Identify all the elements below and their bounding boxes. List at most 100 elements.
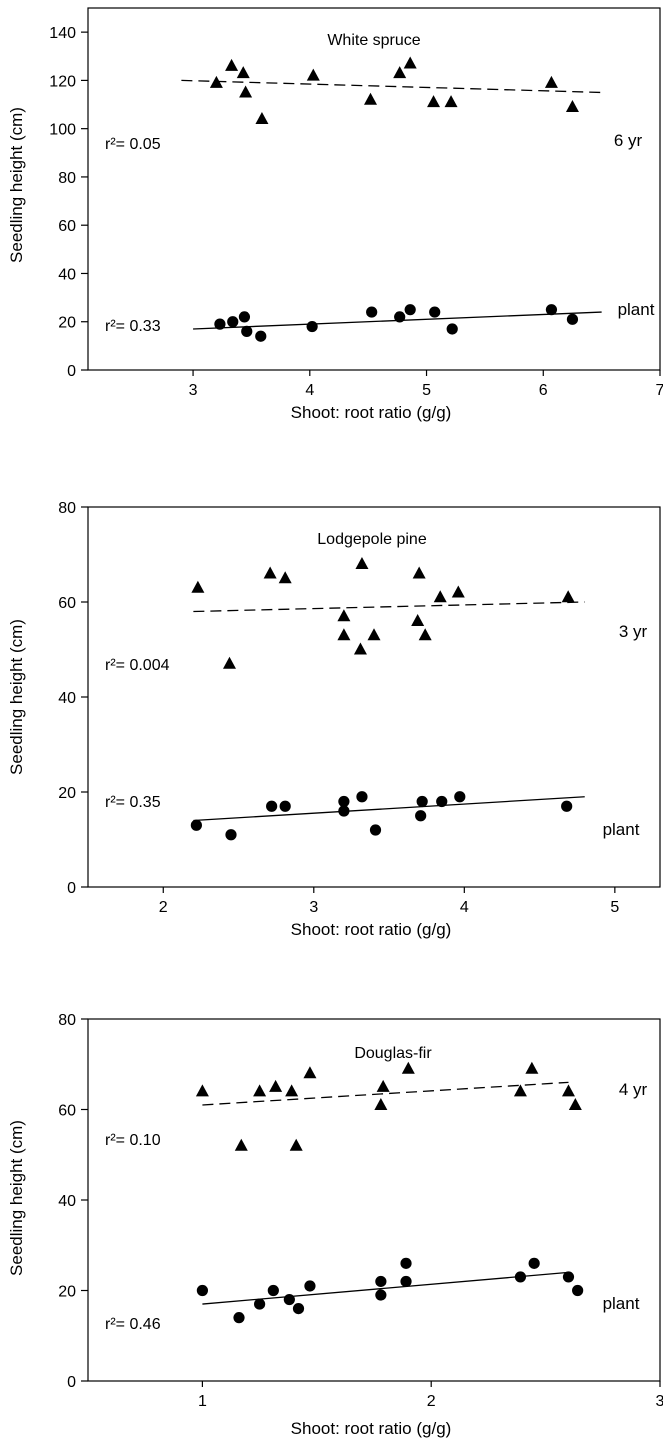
y-tick-label: 20 bbox=[58, 785, 76, 802]
triangle-point bbox=[306, 68, 320, 81]
circle-point bbox=[400, 1257, 412, 1269]
triangle-point bbox=[355, 557, 369, 569]
trend-line-dashed bbox=[193, 601, 585, 613]
y-tick-label: 20 bbox=[58, 315, 76, 332]
series-label-lower: plant bbox=[618, 300, 655, 319]
triangle-point bbox=[565, 99, 579, 112]
triangle-point bbox=[568, 1097, 582, 1110]
y-tick-label: 0 bbox=[67, 880, 76, 897]
circle-point bbox=[545, 304, 558, 316]
triangle-point bbox=[525, 1061, 539, 1074]
circle-point bbox=[306, 320, 318, 333]
circle-point bbox=[375, 1275, 387, 1288]
x-tick-label: 3 bbox=[189, 382, 198, 399]
r-squared-lower: r²= 0.46 bbox=[105, 1316, 161, 1333]
x-tick-label: 2 bbox=[159, 899, 168, 916]
circle-point bbox=[283, 1293, 295, 1306]
triangle-point bbox=[195, 1084, 209, 1097]
plot-frame bbox=[87, 7, 661, 371]
circle-point bbox=[304, 1280, 316, 1292]
r-squared-lower: r²= 0.35 bbox=[105, 794, 161, 811]
y-tick-label: 40 bbox=[58, 1193, 76, 1210]
circle-point bbox=[572, 1284, 584, 1297]
triangle-point bbox=[412, 566, 426, 579]
y-tick-label: 40 bbox=[58, 266, 76, 283]
triangle-point bbox=[393, 66, 407, 79]
circle-point bbox=[429, 306, 441, 318]
triangle-point bbox=[403, 56, 417, 69]
triangle-point bbox=[374, 1097, 388, 1110]
triangle-point bbox=[289, 1138, 303, 1151]
triangle-point bbox=[363, 92, 377, 105]
triangle-point bbox=[239, 85, 253, 98]
triangle-point bbox=[561, 1084, 575, 1097]
triangle-point bbox=[225, 58, 239, 71]
triangle-point bbox=[367, 628, 381, 641]
y-axis-label: Seedling height (cm) bbox=[7, 107, 26, 263]
circle-point bbox=[196, 1284, 208, 1297]
trend-line-solid bbox=[193, 796, 585, 822]
triangle-point bbox=[433, 590, 447, 603]
chart-title: Douglas-fir bbox=[354, 1045, 432, 1062]
x-tick-label: 1 bbox=[198, 1393, 207, 1410]
series-label-lower: plant bbox=[603, 820, 640, 839]
circle-point bbox=[566, 313, 579, 325]
circle-point bbox=[446, 323, 458, 335]
y-tick-label: 100 bbox=[49, 122, 76, 139]
triangle-point bbox=[269, 1079, 283, 1092]
circle-point bbox=[238, 311, 251, 323]
y-tick-label: 0 bbox=[67, 363, 76, 380]
triangle-point bbox=[253, 1084, 267, 1097]
triangle-point bbox=[427, 95, 441, 108]
circle-point bbox=[338, 795, 350, 808]
triangle-point bbox=[544, 75, 558, 88]
triangle-point bbox=[255, 112, 269, 125]
circle-point bbox=[394, 311, 406, 323]
circle-point bbox=[454, 791, 466, 803]
y-tick-label: 20 bbox=[58, 1284, 76, 1301]
triangle-point bbox=[353, 642, 367, 655]
circle-point bbox=[561, 800, 573, 812]
y-tick-label: 0 bbox=[67, 1374, 76, 1391]
y-tick-label: 40 bbox=[58, 690, 76, 707]
triangle-point bbox=[411, 614, 425, 626]
r-squared-upper: r²= 0.10 bbox=[105, 1132, 161, 1149]
triangle-point bbox=[451, 585, 465, 598]
circle-point bbox=[416, 795, 428, 808]
circle-point bbox=[338, 805, 350, 817]
chart-panel-white-spruce: White spruce Seedling height (cm) Shoot:… bbox=[7, 7, 663, 422]
chart-panel-douglas-fir: Douglas-fir Seedling height (cm) Shoot: … bbox=[7, 1012, 663, 1438]
chart-panel-lodgepole-pine: Lodgepole pine Seedling height (cm) Shoo… bbox=[7, 500, 661, 939]
trend-line-solid bbox=[202, 1271, 569, 1305]
triangle-point bbox=[418, 628, 432, 641]
triangle-point bbox=[561, 590, 575, 603]
r-squared-lower: r²= 0.33 bbox=[105, 318, 161, 335]
trend-line-dashed bbox=[181, 79, 602, 94]
triangle-point bbox=[234, 1138, 248, 1151]
plot-frame bbox=[87, 1018, 661, 1382]
circle-point bbox=[190, 819, 202, 831]
circle-point bbox=[356, 791, 368, 803]
series-label-upper: 6 yr bbox=[614, 131, 643, 150]
x-tick-label: 3 bbox=[309, 899, 318, 916]
circle-point bbox=[214, 318, 226, 330]
circle-point bbox=[404, 304, 416, 316]
circle-point bbox=[366, 306, 378, 318]
x-tick-label: 2 bbox=[427, 1393, 436, 1410]
circle-point bbox=[241, 325, 253, 337]
circle-point bbox=[375, 1289, 387, 1301]
y-tick-label: 60 bbox=[58, 218, 76, 235]
circle-point bbox=[436, 795, 448, 808]
y-axis-label: Seedling height (cm) bbox=[7, 619, 26, 775]
x-tick-label: 5 bbox=[610, 899, 619, 916]
x-axis-label: Shoot: root ratio (g/g) bbox=[291, 1419, 452, 1438]
y-tick-label: 80 bbox=[58, 500, 76, 517]
series-label-upper: 3 yr bbox=[619, 622, 648, 641]
circle-point bbox=[255, 330, 267, 342]
series-label-lower: plant bbox=[603, 1294, 640, 1313]
triangle-point bbox=[285, 1084, 299, 1097]
y-tick-label: 60 bbox=[58, 595, 76, 612]
circle-point bbox=[400, 1275, 412, 1288]
y-tick-label: 80 bbox=[58, 1012, 76, 1029]
x-tick-label: 4 bbox=[460, 899, 469, 916]
